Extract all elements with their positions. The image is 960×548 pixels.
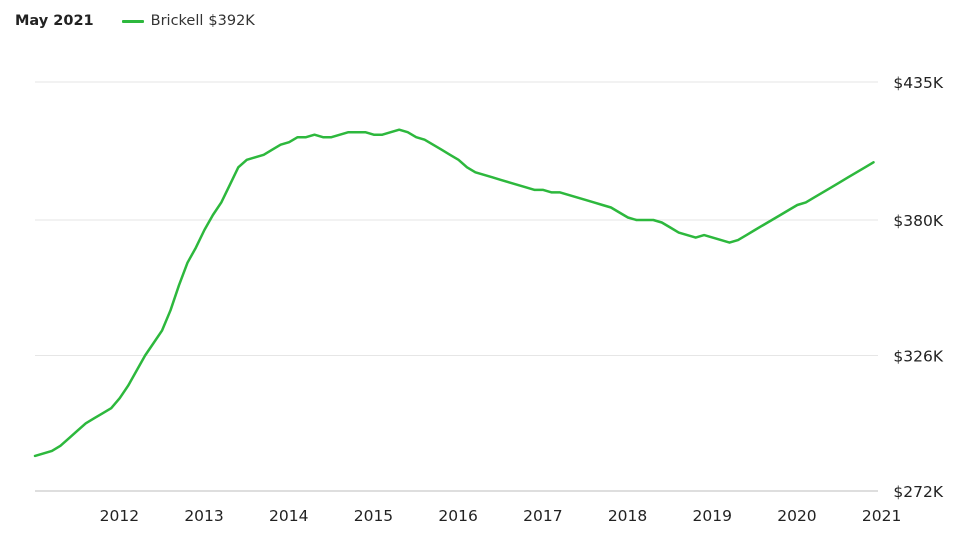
series-group (33, 128, 875, 458)
series-line-brickell (33, 128, 875, 458)
x-tick-label: 2019 (693, 507, 732, 525)
x-tick-label: 2013 (184, 507, 223, 525)
x-tick-label: 2016 (438, 507, 477, 525)
x-tick-label: 2017 (523, 507, 562, 525)
grid-lines (35, 81, 878, 492)
x-tick-label: 2012 (100, 507, 139, 525)
x-axis-ticks: 2012 2013 2014 2015 2016 2017 2018 2019 2020 2021 (100, 507, 902, 525)
legend-series-name: Brickell (150, 13, 204, 29)
legend-series-value: $392K (208, 13, 255, 29)
y-axis-ticks: $272K $326K $380K $435K (893, 74, 943, 501)
x-tick-label: 2015 (354, 507, 393, 525)
y-tick-label: $272K (893, 483, 943, 501)
legend: May 2021 Brickell $392K (15, 10, 255, 32)
legend-swatch-brickell (121, 19, 144, 23)
x-tick-label: 2014 (269, 507, 308, 525)
y-tick-label: $380K (893, 212, 943, 230)
y-tick-label: $326K (893, 348, 943, 366)
x-tick-label: 2018 (608, 507, 647, 525)
y-tick-label: $435K (893, 74, 943, 92)
x-tick-label: 2021 (862, 507, 901, 525)
x-tick-label: 2020 (777, 507, 816, 525)
legend-date: May 2021 (15, 13, 94, 29)
